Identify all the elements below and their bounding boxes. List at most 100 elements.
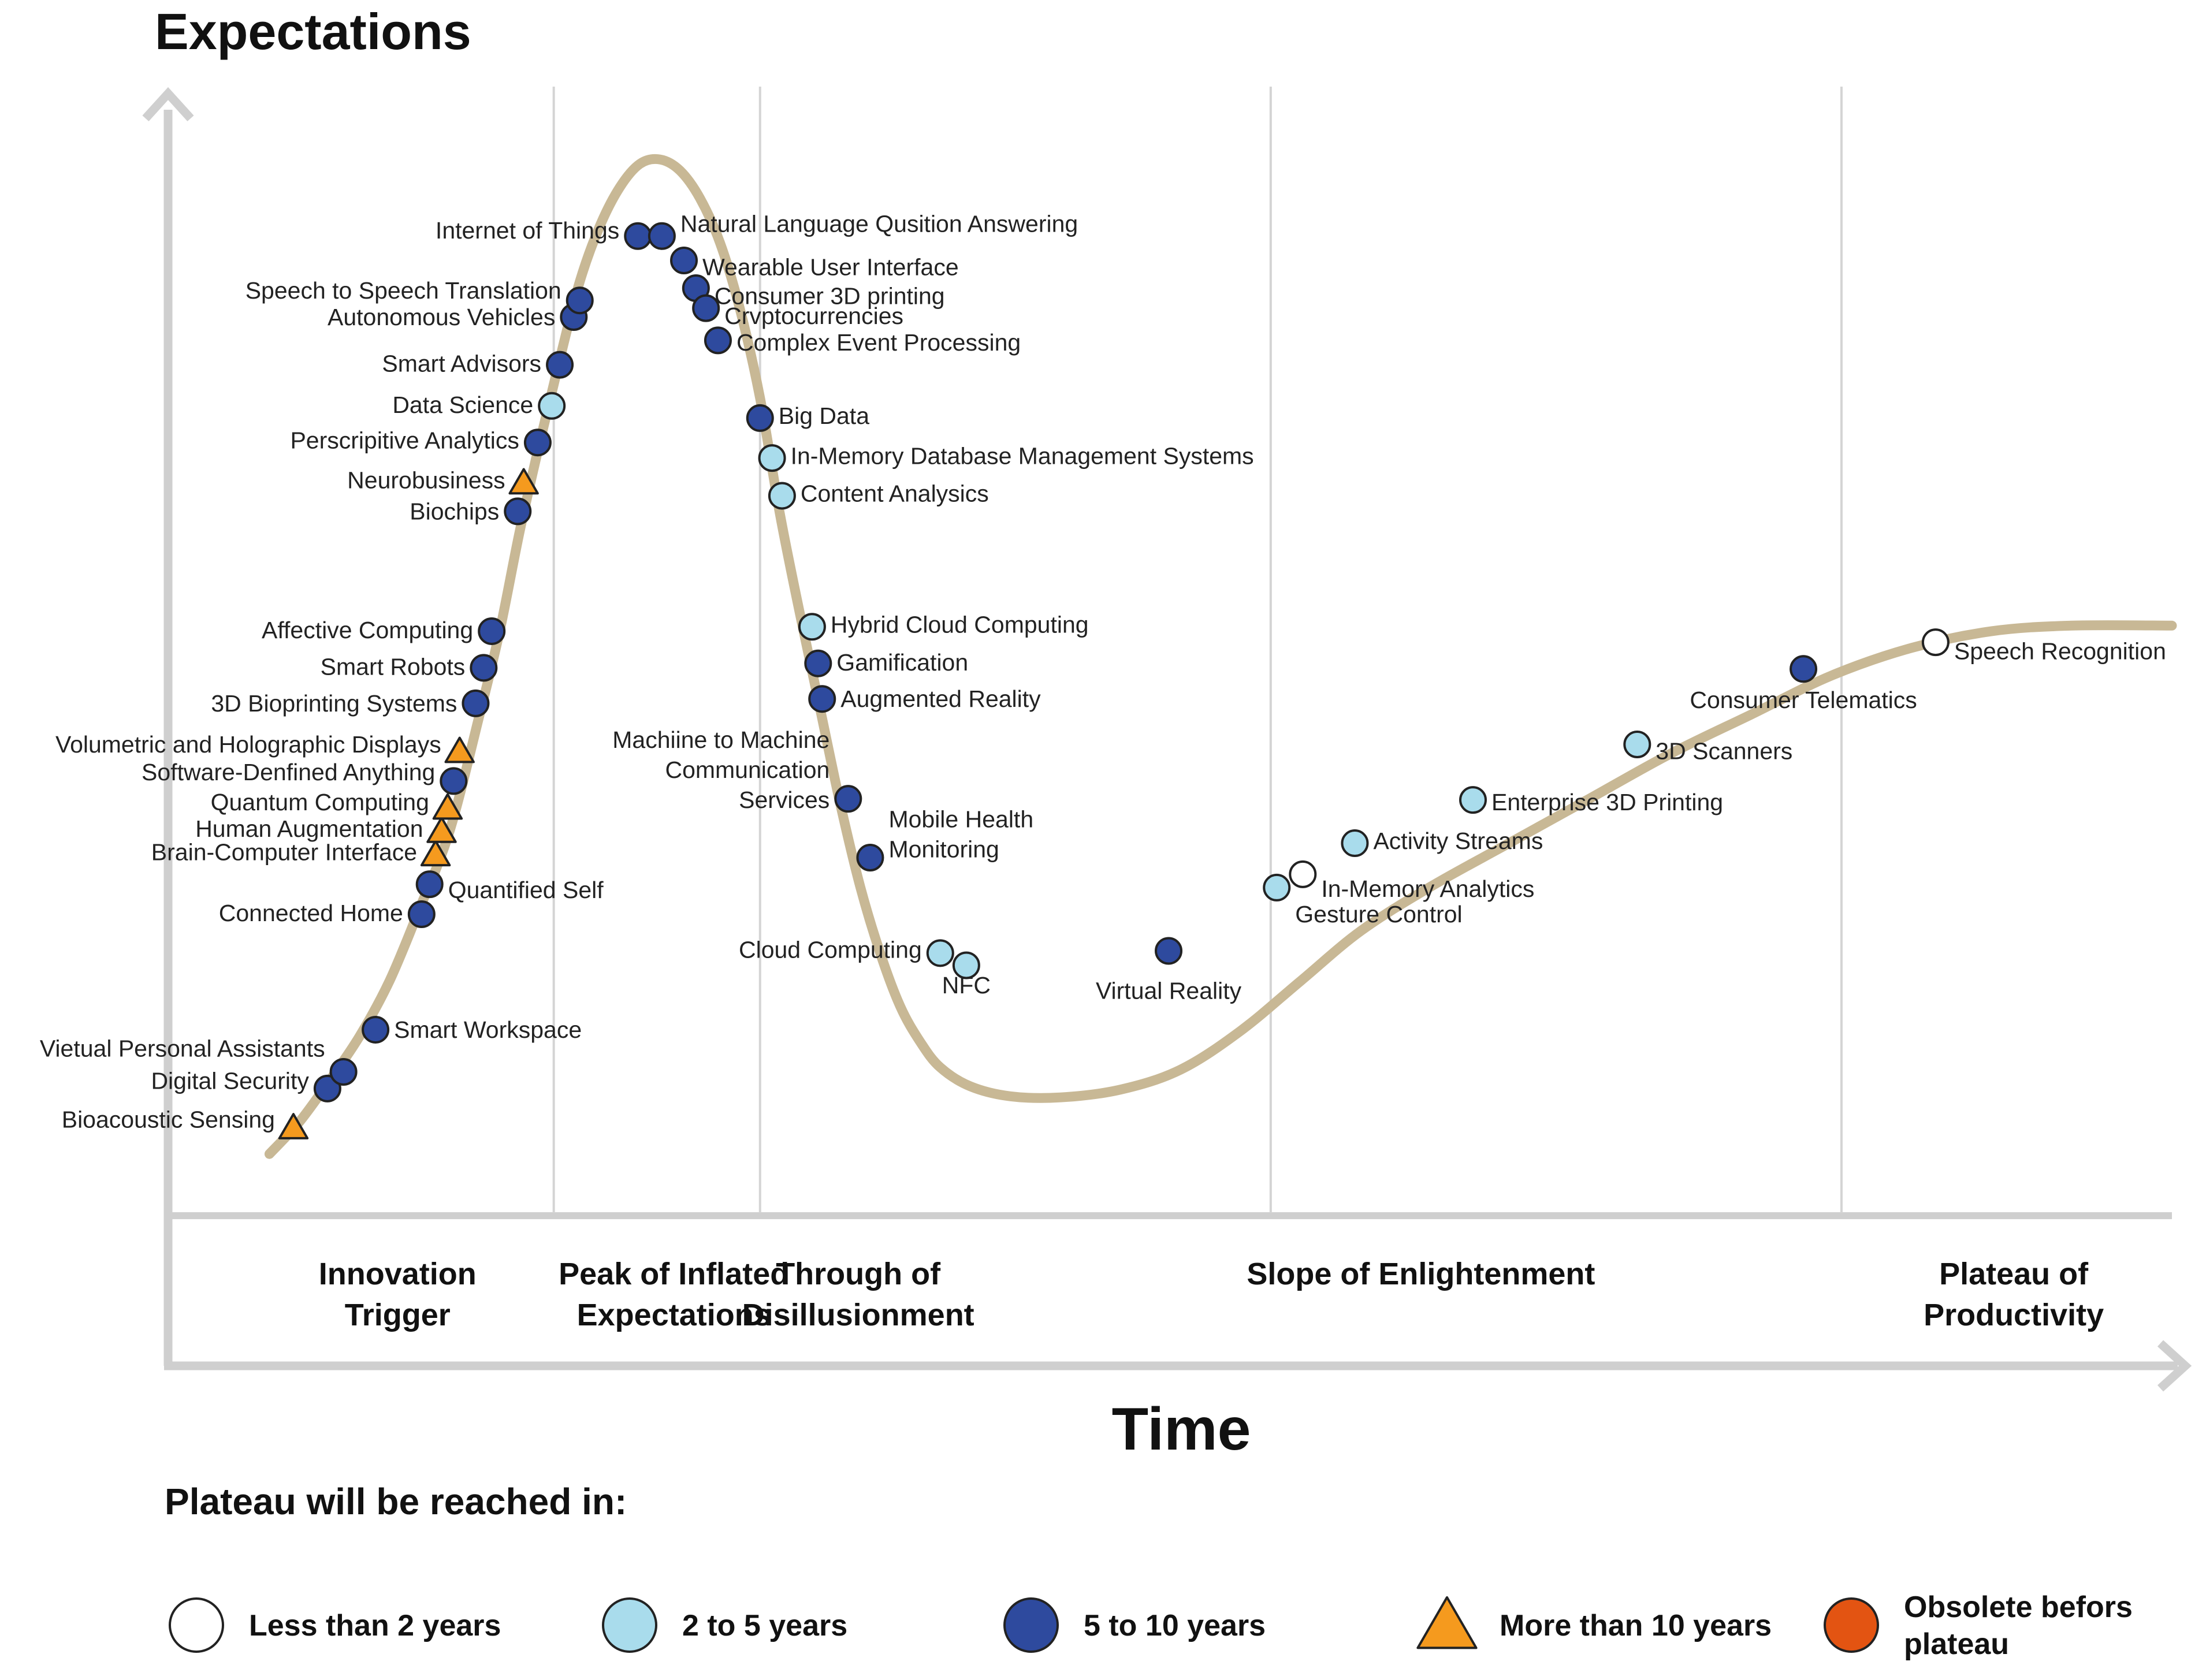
point-virtual-reality: Virtual Reality — [1096, 937, 1242, 1004]
legend: Less than 2 years 2 to 5 years 5 to 10 yea… — [169, 1590, 2133, 1661]
label-cloud-computing: Cloud Computing — [739, 937, 922, 963]
marker-3d-bioprinting-systems — [462, 689, 490, 717]
marker-in-memory-analytics — [1289, 860, 1317, 888]
label-mobile-health-2: Monitoring — [888, 836, 999, 863]
point-quantified-self: Quantified Self — [415, 870, 604, 903]
legend-label-less-than-2-years: Less than 2 years — [249, 1609, 501, 1642]
label-speech-recognition: Speech Recognition — [1954, 638, 2166, 665]
marker-activity-streams — [1341, 829, 1369, 858]
phase-label-1-line2: Trigger — [345, 1298, 451, 1332]
marker-big-data — [746, 404, 774, 432]
point-volumetric-and-holographic-displays: Volumetric and Holographic Displays — [55, 731, 475, 763]
marker-connected-home — [407, 900, 436, 929]
label-nfc: NFC — [942, 972, 991, 999]
label-software-denfined-anything: Software-Denfined Anything — [142, 759, 435, 785]
point-consumer-telematics: Consumer Telematics — [1690, 655, 1917, 713]
point-crvptocurrencies: Crvptocurrencies — [692, 294, 903, 329]
label-3d-scanners: 3D Scanners — [1656, 738, 1792, 765]
marker-software-denfined-anything — [440, 767, 468, 795]
point-autonomous-vehicles: Autonomous Vehicles — [328, 303, 588, 331]
point-content-analysics: Content Analysics — [768, 480, 989, 510]
marker-hybrid-cloud-computing — [798, 613, 826, 641]
legend-marker-less-than-2-years — [169, 1597, 224, 1653]
point-wearable-user-interface: Wearable User Interface — [670, 247, 959, 281]
label-vietual-personal-assistants: Vietual Personal Assistants — [40, 1035, 325, 1062]
label-smart-robots: Smart Robots — [321, 653, 466, 680]
marker-3d-scanners — [1623, 730, 1651, 758]
label-3d-bioprinting-systems: 3D Bioprinting Systems — [211, 690, 457, 717]
point-internet-of-things: Internet of Things — [436, 217, 652, 250]
marker-cloud-computing — [926, 939, 954, 967]
label-in-memory-database-management-systems: In-Memory Database Management Systems — [791, 442, 1254, 469]
point-speech-to-speech-translation: Speech to Speech Translation — [245, 277, 594, 315]
label-internet-of-things: Internet of Things — [436, 217, 619, 244]
legend-label-5-to-10-years: 5 to 10 years — [1084, 1609, 1266, 1642]
marker-neurobusiness — [508, 468, 539, 495]
marker-mobile-health — [856, 844, 884, 872]
label-autonomous-vehicles: Autonomous Vehicles — [328, 304, 555, 330]
marker-consumer-telematics — [1790, 655, 1818, 683]
marker-smart-robots — [470, 654, 498, 682]
marker-machiine-to-machine — [834, 785, 862, 813]
y-axis-arrowhead — [142, 87, 194, 122]
phase-label-3-line2: Disillusionment — [742, 1298, 974, 1332]
marker-volumetric-and-holographic-displays — [444, 736, 475, 763]
legend-item-more-than-10-years: More than 10 years — [1416, 1596, 1772, 1649]
label-digital-security: Digital Security — [151, 1067, 309, 1094]
axes — [142, 87, 2192, 1392]
label-augmented-reality: Augmented Reality — [840, 686, 1041, 712]
label-activity-streams: Activity Streams — [1373, 828, 1543, 854]
legend-item-2-to-5-years: 2 to 5 years — [602, 1597, 847, 1653]
marker-quantum-computing — [432, 793, 463, 820]
phase-label-2-line2: Expectations — [577, 1298, 771, 1332]
label-wearable-user-interface: Wearable User Interface — [702, 254, 959, 281]
legend-label-obsolete-befors-1: Obsolete befors — [1904, 1590, 2133, 1624]
marker-crvptocurrencies — [692, 294, 720, 322]
label-affective-computing: Affective Computing — [262, 617, 473, 643]
phase-label-3-line1: Through of — [776, 1257, 941, 1291]
x-axis-label: Time — [1112, 1396, 1251, 1463]
point-quantum-computing: Quantum Computing — [211, 789, 463, 820]
marker-speech-to-speech-translation — [566, 286, 594, 315]
point-smart-workspace: Smart Workspace — [362, 1015, 582, 1044]
marker-perscripitive-analytics — [523, 429, 552, 457]
marker-enterprise-3d-printing — [1459, 786, 1487, 814]
label-machiine-to-machine-3: Services — [739, 787, 829, 813]
point-natural-language-qusition-answering: Natural Language Qusition Answering — [648, 211, 1078, 250]
label-consumer-3d-printing: Consumer 3D printing — [715, 283, 945, 310]
point-data-science: Data Science — [392, 392, 566, 420]
label-enterprise-3d-printing: Enterprise 3D Printing — [1491, 789, 1723, 815]
label-human-augmentation: Human Augmentation — [195, 815, 423, 842]
marker-quantified-self — [415, 870, 444, 899]
label-big-data: Big Data — [779, 403, 869, 429]
x-axis-arrowhead — [2157, 1340, 2192, 1392]
label-quantum-computing: Quantum Computing — [211, 789, 429, 815]
phase-label-4-line1: Slope of Enlightenment — [1247, 1257, 1595, 1291]
point-affective-computing: Affective Computing — [262, 617, 506, 645]
label-bioacoustic-sensing: Bioacoustic Sensing — [62, 1107, 275, 1133]
legend-item-less-than-2-years: Less than 2 years — [169, 1597, 501, 1653]
point-gamification: Gamification — [804, 649, 968, 677]
marker-nfc — [952, 951, 980, 979]
point-bioacoustic-sensing: Bioacoustic Sensing — [62, 1107, 309, 1139]
data-points: Bioacoustic Sensing Digital Security Vietu… — [40, 211, 2166, 1139]
label-volumetric-and-holographic-displays: Volumetric and Holographic Displays — [55, 731, 441, 758]
phase-label-1-line1: Innovation — [319, 1257, 477, 1291]
point-big-data: Big Data — [746, 403, 869, 432]
point-gesture-control: Gesture Control — [1263, 873, 1463, 927]
label-gesture-control: Gesture Control — [1295, 901, 1462, 927]
marker-gesture-control — [1263, 873, 1291, 902]
legend-marker-obsolete-befors — [1824, 1597, 1879, 1653]
label-brain-computer-interface: Brain-Computer Interface — [151, 839, 417, 865]
point-vietual-personal-assistants: Vietual Personal Assistants — [40, 1035, 358, 1086]
point-smart-robots: Smart Robots — [321, 653, 498, 682]
point-enterprise-3d-printing: Enterprise 3D Printing — [1459, 786, 1723, 815]
point-digital-security: Digital Security — [151, 1067, 341, 1102]
point-neurobusiness: Neurobusiness — [347, 467, 539, 495]
label-complex-event-processing: Complex Event Processing — [736, 329, 1021, 356]
label-smart-advisors: Smart Advisors — [382, 351, 541, 377]
phase-labels: Innovation Trigger Peak of Inflated Expecta… — [319, 1257, 2104, 1332]
label-natural-language-qusition-answering: Natural Language Qusition Answering — [680, 211, 1078, 237]
